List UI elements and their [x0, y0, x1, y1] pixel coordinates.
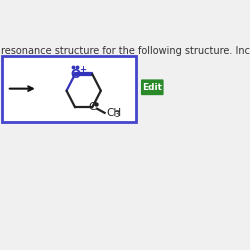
Text: CH: CH [106, 108, 121, 118]
Text: O: O [70, 68, 80, 80]
Text: +: + [79, 66, 86, 74]
FancyBboxPatch shape [141, 80, 164, 95]
Text: Edit: Edit [142, 83, 162, 92]
Text: 3: 3 [115, 110, 120, 120]
Text: C: C [88, 102, 96, 112]
FancyBboxPatch shape [2, 56, 136, 122]
Text: resonance structure for the following structure. Include: resonance structure for the following st… [1, 46, 250, 56]
